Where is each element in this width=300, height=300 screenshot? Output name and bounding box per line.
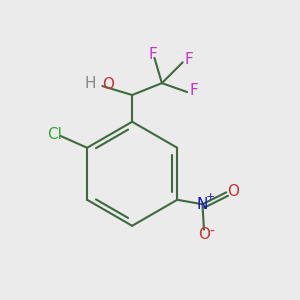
Text: F: F bbox=[184, 52, 193, 68]
Text: +: + bbox=[206, 192, 215, 202]
Text: N: N bbox=[197, 197, 208, 212]
Text: -: - bbox=[210, 225, 215, 239]
Text: H: H bbox=[85, 76, 96, 91]
Text: Cl: Cl bbox=[47, 127, 62, 142]
Text: F: F bbox=[189, 83, 198, 98]
Text: F: F bbox=[148, 47, 157, 62]
Text: O: O bbox=[198, 227, 210, 242]
Text: O: O bbox=[102, 77, 114, 92]
Text: O: O bbox=[227, 184, 239, 199]
